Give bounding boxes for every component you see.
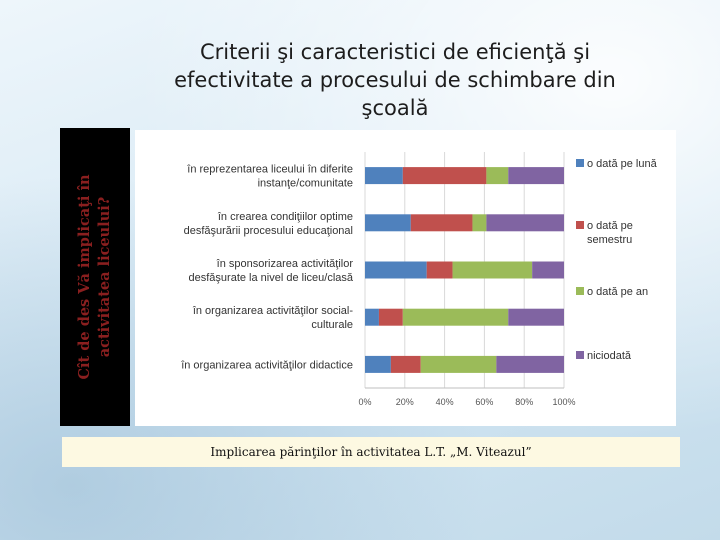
category-label: în reprezentarea liceului în diferite xyxy=(186,164,353,176)
legend-swatch xyxy=(576,351,584,359)
x-tick-label: 80% xyxy=(515,397,533,407)
category-label: desfăşurate la nivel de liceu/clasă xyxy=(189,272,354,284)
bar-segment xyxy=(402,167,487,185)
bar-segment xyxy=(378,308,403,326)
bar-segment xyxy=(486,167,509,185)
bar-segment xyxy=(532,261,564,279)
bar-segment xyxy=(365,261,427,279)
bar-segment xyxy=(365,308,379,326)
bar-segment xyxy=(472,214,487,232)
category-label: în crearea condiţiilor optime xyxy=(217,211,353,223)
bar-segment xyxy=(508,167,564,185)
x-tick-label: 100% xyxy=(552,397,575,407)
category-label: în organizarea activităţilor social- xyxy=(192,305,354,317)
chart-panel: în reprezentarea liceului în diferite ins… xyxy=(135,130,676,426)
bar-segment xyxy=(390,355,421,373)
legend-label: o dată pe xyxy=(587,220,633,232)
slide-title: Criterii şi caracteristici de eficienţă … xyxy=(174,40,616,120)
slide-caption: Implicarea părinţilor în activitatea L.T… xyxy=(62,437,680,467)
side-question-label: Cît de des Vă implicaţi în activitatea l… xyxy=(76,174,113,380)
legend-label: niciodată xyxy=(587,350,632,362)
side-question-panel: Cît de des Vă implicaţi în activitatea l… xyxy=(60,128,130,426)
legend-label: semestru xyxy=(587,234,632,246)
bar-segment xyxy=(426,261,453,279)
bar-segment xyxy=(508,308,564,326)
category-label: culturale xyxy=(311,319,353,331)
bar-segment xyxy=(365,167,403,185)
bar-segment xyxy=(452,261,533,279)
legend-swatch xyxy=(576,159,584,167)
x-tick-label: 20% xyxy=(396,397,414,407)
x-tick-label: 60% xyxy=(475,397,493,407)
bar-segment xyxy=(410,214,473,232)
bar-segment xyxy=(365,214,411,232)
stacked-bar-chart: în reprezentarea liceului în diferite ins… xyxy=(180,152,658,407)
category-label: instanţe/comunitate xyxy=(258,178,353,190)
x-tick-label: 0% xyxy=(358,397,371,407)
x-tick-label: 40% xyxy=(436,397,454,407)
bar-segment xyxy=(420,355,497,373)
legend-label: o dată pe an xyxy=(587,286,648,298)
legend-label: o dată pe lună xyxy=(587,158,658,170)
category-label: desfăşurării procesului educaţional xyxy=(184,225,353,237)
bar-segment xyxy=(402,308,509,326)
bar-segment xyxy=(486,214,564,232)
category-label: în sponsorizarea activităţilor xyxy=(216,258,354,270)
legend-swatch xyxy=(576,287,584,295)
category-label: în organizarea activităţilor didactice xyxy=(180,359,353,371)
bar-segment xyxy=(496,355,564,373)
bar-segment xyxy=(365,355,391,373)
legend-swatch xyxy=(576,221,584,229)
